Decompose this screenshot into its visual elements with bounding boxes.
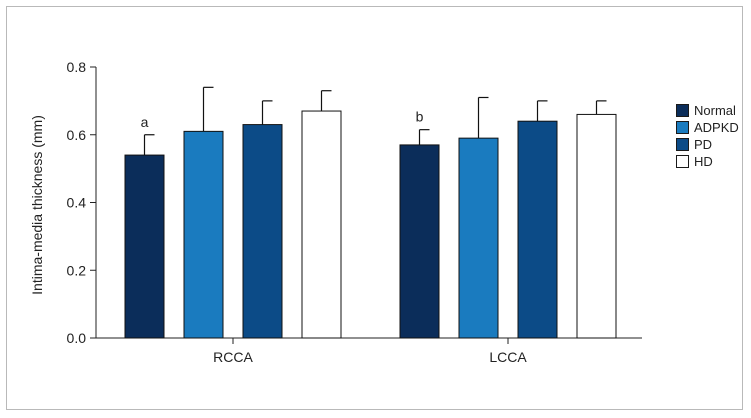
bar <box>399 144 440 339</box>
legend-swatch <box>676 121 689 134</box>
bar-annotation: b <box>416 109 424 125</box>
bar <box>242 124 283 339</box>
legend-label: PD <box>694 137 713 152</box>
y-tick-label: 0.2 <box>67 262 87 278</box>
x-tick-label: LCCA <box>489 349 527 365</box>
legend-label: Normal <box>694 103 736 118</box>
y-tick-label: 0.0 <box>67 330 87 346</box>
y-tick-label: 0.8 <box>67 59 87 75</box>
y-axis: 0.0 0.2 0.4 0.6 0.8 <box>67 59 97 346</box>
legend-label: ADPKD <box>694 120 739 135</box>
legend-swatch <box>676 104 689 117</box>
bar <box>301 110 342 339</box>
legend-item: HD <box>676 153 739 170</box>
legend-label: HD <box>694 154 713 169</box>
legend-swatch <box>676 155 689 168</box>
bar <box>517 120 558 339</box>
y-tick-label: 0.4 <box>67 195 87 211</box>
bar <box>458 137 499 339</box>
legend-item: PD <box>676 136 739 153</box>
legend: Normal ADPKD PD HD <box>676 102 739 170</box>
bar <box>124 154 165 339</box>
y-tick-label: 0.6 <box>67 127 87 143</box>
bar <box>576 113 617 339</box>
y-axis-label: Intima-media thickness (mm) <box>29 115 45 295</box>
bar <box>183 130 224 339</box>
x-tick-label: RCCA <box>213 349 253 365</box>
legend-item: ADPKD <box>676 119 739 136</box>
x-axis: RCCA LCCA <box>96 337 642 365</box>
legend-swatch <box>676 138 689 151</box>
bar-annotation: a <box>141 114 149 130</box>
legend-item: Normal <box>676 102 739 119</box>
